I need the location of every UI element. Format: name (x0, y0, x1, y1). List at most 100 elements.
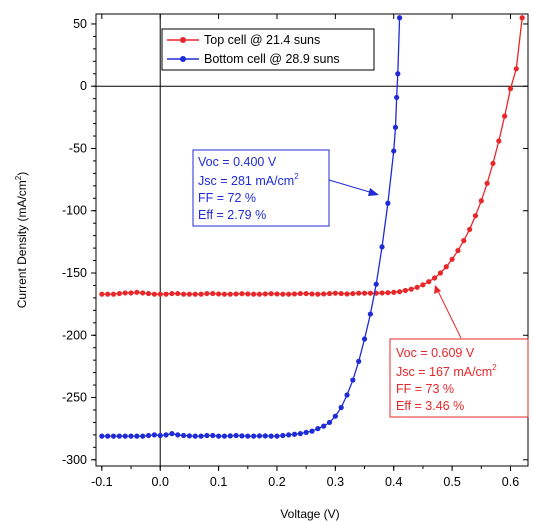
data-point (356, 358, 362, 364)
data-point (326, 419, 333, 426)
data-point (437, 270, 444, 276)
x-tick-label: 0.6 (502, 475, 519, 489)
data-point (408, 286, 414, 292)
data-point (116, 290, 122, 297)
annotation-jsc-top-cell-main: Jsc = 167 mA/cm (396, 365, 492, 379)
data-point (163, 291, 169, 297)
data-point (128, 290, 134, 296)
annotation-eff-bottom-cell: Eff = 2.79 % (198, 208, 266, 222)
data-point (140, 290, 146, 296)
data-point (175, 290, 181, 297)
data-point (303, 290, 309, 297)
data-point (395, 71, 401, 77)
legend-label-bottom-cell: Bottom cell @ 28.9 suns (204, 52, 340, 66)
data-point (321, 423, 327, 429)
annotation-jsc-bottom-cell-main: Jsc = 281 mA/cm (198, 174, 294, 188)
data-point (379, 290, 385, 296)
data-point (502, 113, 508, 119)
data-point (105, 291, 111, 297)
y-tick-label: -150 (62, 266, 87, 280)
legend-entry-top-cell: Top cell @ 21.4 suns (167, 33, 320, 47)
data-point (256, 291, 263, 297)
plot-frame (95, 13, 529, 467)
data-point (215, 433, 222, 439)
annotation-jsc-top-cell-sup: 2 (492, 363, 497, 372)
data-point (361, 290, 368, 296)
y-axis: 50 0 -50 -100 -150 -200 -250 -300 (62, 17, 528, 467)
data-point (443, 264, 449, 270)
series-layer (99, 15, 525, 439)
data-point (157, 432, 163, 439)
data-point (204, 290, 210, 297)
data-point (192, 291, 198, 297)
data-point (286, 291, 292, 297)
data-point (321, 291, 327, 297)
data-point (297, 290, 303, 297)
annotation-ff-bottom-cell: FF = 72 % (198, 191, 256, 205)
annotation-box-bottom-cell (192, 149, 330, 227)
data-point (210, 290, 216, 297)
data-point (215, 291, 222, 297)
data-point (373, 281, 379, 287)
data-point (391, 148, 397, 154)
data-point (180, 291, 187, 297)
data-point (396, 289, 403, 295)
data-point (519, 15, 525, 21)
annotation-voc-top-cell: Voc = 0.609 V (396, 346, 475, 360)
data-point (338, 290, 344, 297)
series-bottom-cell (99, 15, 403, 439)
data-point (122, 433, 128, 439)
legend-label-top-cell: Top cell @ 21.4 suns (204, 33, 320, 47)
annotation-bottom-cell: Voc = 0.400 V Jsc = 281 mA/cm2 FF = 72 %… (192, 149, 379, 227)
x-tick-label: -0.1 (91, 475, 113, 489)
data-point (490, 160, 496, 167)
data-point (496, 138, 502, 144)
data-point (367, 311, 373, 317)
data-point (122, 290, 128, 296)
x-tick-label: 0.0 (152, 475, 169, 489)
annotation-arrow-line-top-cell (437, 290, 462, 339)
legend-marker-top-cell (180, 37, 186, 43)
data-point (262, 433, 268, 439)
data-point (145, 290, 152, 297)
legend-box (161, 28, 375, 71)
annotation-voc-bottom-cell: Voc = 0.400 V (198, 155, 277, 169)
data-point (99, 433, 105, 439)
data-point (268, 433, 274, 439)
data-point (309, 291, 315, 297)
data-point (180, 432, 187, 439)
x-axis-title: Voltage (V) (280, 507, 339, 521)
data-point (414, 284, 420, 290)
data-point (227, 291, 233, 297)
plot-area (95, 13, 529, 467)
data-point (116, 433, 122, 439)
y-tick-label: -300 (62, 453, 87, 467)
x-tick-label: 0.3 (327, 475, 344, 489)
data-point (245, 291, 251, 297)
data-point (233, 432, 239, 439)
data-point (157, 291, 163, 297)
data-point (326, 290, 333, 297)
legend-marker-bottom-cell (180, 56, 186, 62)
data-point (472, 213, 479, 219)
y-tick-label: -50 (69, 141, 87, 155)
annotation-jsc-bottom-cell-sup: 2 (294, 172, 299, 181)
data-point (268, 291, 274, 297)
y-axis-title-end: ) (15, 172, 29, 176)
data-point (169, 431, 175, 437)
data-point (134, 289, 140, 295)
data-point (198, 291, 204, 297)
data-point (245, 433, 251, 439)
data-point (186, 433, 193, 439)
data-point (291, 431, 298, 437)
y-tick-label: -100 (62, 204, 87, 218)
annotation-eff-top-cell: Eff = 3.46 % (396, 399, 464, 413)
data-point (169, 290, 175, 297)
data-point (239, 291, 245, 297)
data-point (297, 431, 303, 437)
data-point (175, 432, 181, 438)
annotation-top-cell: Voc = 0.609 V Jsc = 167 mA/cm2 FF = 73 %… (389, 285, 529, 418)
data-point (110, 433, 117, 439)
data-point (385, 290, 391, 296)
data-point (507, 86, 514, 92)
